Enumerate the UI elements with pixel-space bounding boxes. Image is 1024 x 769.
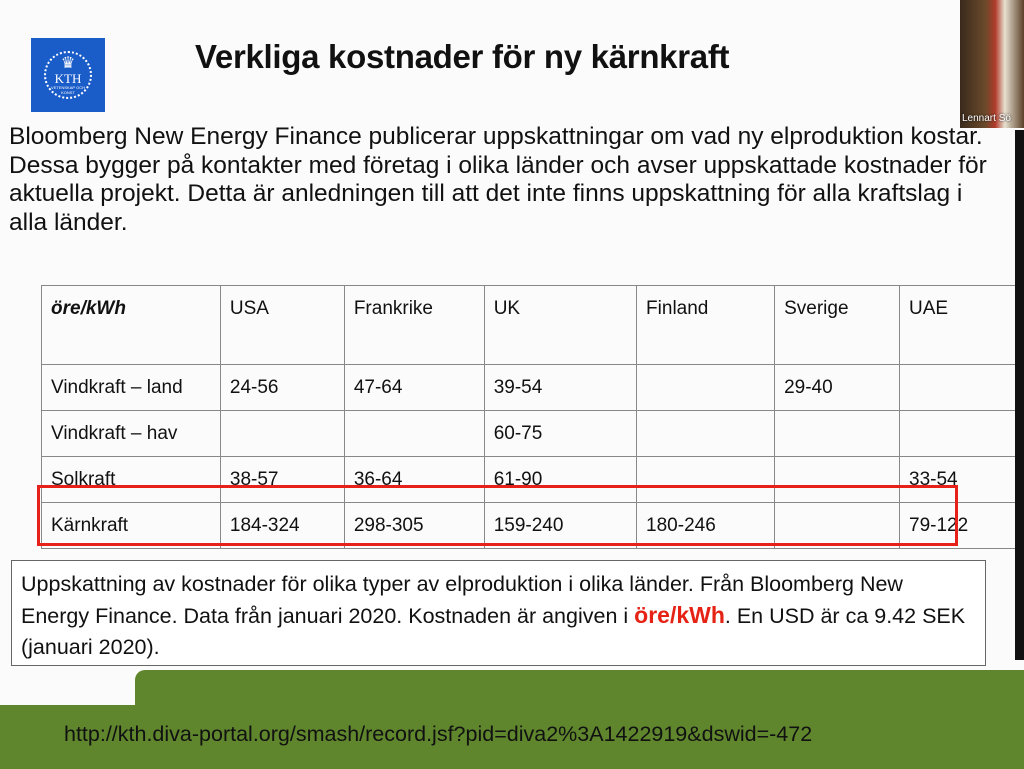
footer-band-top xyxy=(135,670,1024,710)
table-cell: 36-64 xyxy=(343,456,485,503)
table-cell: Vindkraft – land xyxy=(41,364,221,411)
footer-band xyxy=(0,705,1024,769)
table-cell xyxy=(774,502,901,549)
highlight-box-karnkraft xyxy=(37,485,958,546)
table-cell xyxy=(899,364,1024,411)
table-cell: 39-54 xyxy=(483,364,638,411)
logo-subtext: VETENSKAP OCH KONST xyxy=(51,84,85,95)
caption-text-end: . En USD är ca 9.42 SEK (januari 2020). xyxy=(21,604,966,659)
table-row: Kärnkraft 184-324 298-305 159-240 180-246 79-… xyxy=(41,502,1024,549)
table-cell: 61-90 xyxy=(483,456,638,503)
table-cell: 38-57 xyxy=(219,456,345,503)
table-cell xyxy=(899,410,1024,457)
caption-box: Uppskattning av kostnader för olika type… xyxy=(11,560,986,666)
caption-text: Uppskattning av kostnader för olika type… xyxy=(21,572,903,628)
table-row: Vindkraft – hav 60-75 xyxy=(41,410,1024,457)
table-header-cell: UK xyxy=(483,285,638,365)
table-cell: 29-40 xyxy=(774,364,901,411)
table-cell xyxy=(636,410,776,457)
slide-title: Verkliga kostnader för ny kärnkraft xyxy=(195,38,730,75)
table-header-cell: Finland xyxy=(636,285,776,365)
crown-icon: ♛ xyxy=(60,54,76,72)
caption-unit: öre/kWh xyxy=(634,602,725,628)
table-cell: 184-324 xyxy=(219,502,345,549)
table-cell: 47-64 xyxy=(343,364,485,411)
logo-text: KTH xyxy=(54,70,82,86)
table-cell xyxy=(636,456,776,503)
table-cell: 60-75 xyxy=(483,410,638,457)
intro-paragraph: Bloomberg New Energy Finance publicerar … xyxy=(9,123,987,236)
kth-logo: ♛ KTH VETENSKAP OCH KONST xyxy=(31,38,105,112)
table-header-cell: Frankrike xyxy=(343,285,485,365)
edge-bar xyxy=(1015,130,1024,660)
participant-name: Lennart Sö xyxy=(962,113,1011,124)
table-cell: Kärnkraft xyxy=(41,502,221,549)
table-cell: Solkraft xyxy=(41,456,221,503)
table-row: Solkraft 38-57 36-64 61-90 33-54 xyxy=(41,456,1024,503)
table-header-cell: öre/kWh xyxy=(41,285,221,365)
source-url[interactable]: http://kth.diva-portal.org/smash/record.… xyxy=(64,722,813,746)
table-cell: 159-240 xyxy=(483,502,638,549)
table-header-cell: USA xyxy=(219,285,345,365)
table-row: Vindkraft – land 24-56 47-64 39-54 29-40 xyxy=(41,364,1024,411)
table-cell: Vindkraft – hav xyxy=(41,410,221,457)
table-cell: 24-56 xyxy=(219,364,345,411)
table-cell xyxy=(774,410,901,457)
participant-video[interactable]: Lennart Sö xyxy=(960,0,1024,128)
table-cell: 79-122 xyxy=(899,502,1024,549)
table-cell xyxy=(636,364,776,411)
table-cell xyxy=(219,410,345,457)
table-header-cell: Sverige xyxy=(774,285,901,365)
table-cell xyxy=(343,410,485,457)
table-header-row: öre/kWh USA Frankrike UK Finland Sverige UAE xyxy=(41,285,1024,365)
table-header-cell: UAE xyxy=(899,285,1024,365)
table-cell: 180-246 xyxy=(636,502,776,549)
kth-seal: ♛ KTH VETENSKAP OCH KONST xyxy=(44,51,92,99)
cost-table: öre/kWh USA Frankrike UK Finland Sverige UAE Vi… xyxy=(41,285,1024,549)
table-cell: 298-305 xyxy=(343,502,485,549)
